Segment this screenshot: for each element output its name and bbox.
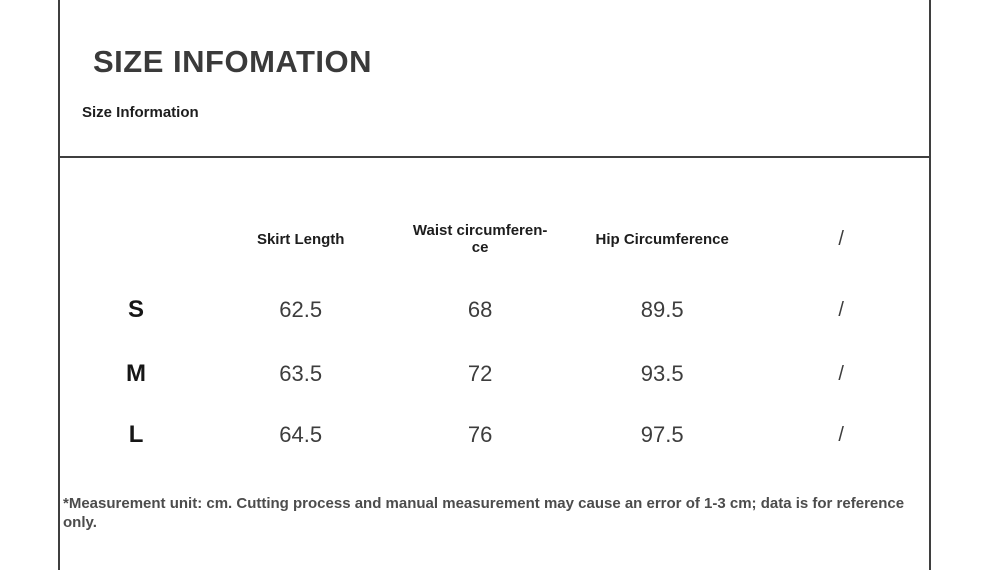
page-title: SIZE INFOMATION	[93, 44, 373, 79]
size-label: S	[128, 296, 145, 323]
page-subtitle: Size Information	[82, 104, 199, 121]
skirt-length-value: 63.5	[279, 361, 323, 386]
skirt-length-value: 64.5	[279, 422, 323, 447]
size-label: L	[128, 421, 144, 448]
column-header-skirt-length: Skirt Length	[256, 230, 345, 248]
hip-value: 89.5	[640, 297, 684, 322]
waist-value: 76	[467, 422, 493, 447]
column-header-other: /	[838, 227, 844, 250]
table-header-row: Skirt Length Waist circumferen- ce Hip C…	[60, 210, 929, 268]
other-value: /	[838, 423, 844, 446]
column-header-waist-circumference: Waist circumferen- ce	[412, 222, 548, 256]
other-value: /	[838, 298, 844, 321]
waist-value: 68	[467, 297, 493, 322]
size-table: Skirt Length Waist circumferen- ce Hip C…	[60, 210, 929, 464]
measurement-footnote: *Measurement unit: cm. Cutting process a…	[63, 495, 905, 531]
size-info-panel: SIZE INFOMATION Size Information Skirt L…	[58, 0, 931, 570]
other-value: /	[838, 362, 844, 385]
size-label: M	[126, 360, 147, 387]
table-row-size-l: L 64.5 76 97.5 /	[60, 406, 929, 464]
column-header-hip-circumference: Hip Circumference	[595, 230, 729, 248]
waist-value: 72	[467, 361, 493, 386]
header-section: SIZE INFOMATION Size Information	[60, 0, 929, 158]
table-row-size-s: S 62.5 68 89.5 /	[60, 281, 929, 339]
hip-value: 93.5	[640, 361, 684, 386]
hip-value: 97.5	[640, 422, 684, 447]
table-row-size-m: M 63.5 72 93.5 /	[60, 345, 929, 403]
skirt-length-value: 62.5	[279, 297, 323, 322]
